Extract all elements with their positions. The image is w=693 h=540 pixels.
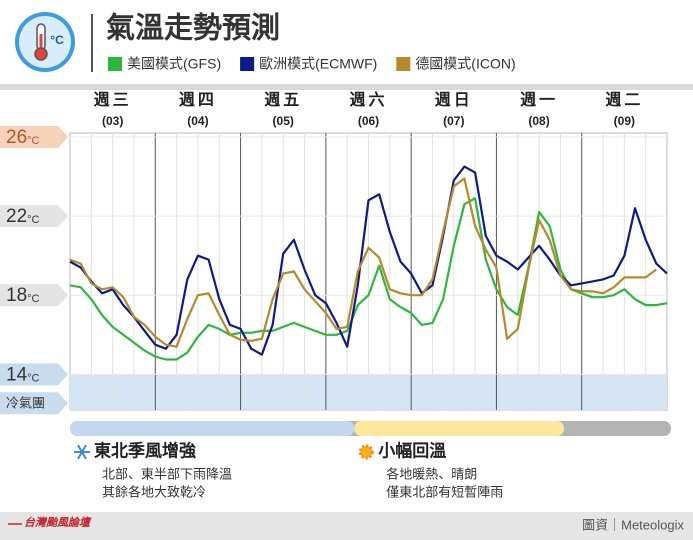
- y-tick-label: 14°C: [6, 364, 40, 385]
- cold-tag: [0, 392, 68, 415]
- legend: 美國模式(GFS) 歐洲模式(ECMWF) 德國模式(ICON): [108, 56, 516, 72]
- x-tick-label: 週五: [264, 91, 302, 109]
- grid: [70, 133, 667, 410]
- y-tick-unit: °C: [27, 293, 39, 305]
- legend-swatch: [396, 57, 411, 71]
- x-tick-date: (08): [528, 114, 549, 128]
- logo: 台灣颱風論壇: [24, 516, 92, 529]
- x-tick-date: (09): [614, 114, 635, 128]
- icon-unit: °C: [50, 33, 64, 47]
- y-tick-unit: °C: [27, 135, 39, 147]
- legend-swatch: [108, 57, 122, 71]
- header-bg: [0, 0, 693, 86]
- y-tick-tag: [0, 125, 68, 148]
- period-note: 北部、東半部下雨降溫: [102, 466, 232, 481]
- legend-swatch: [240, 57, 255, 71]
- y-tick-unit: °C: [27, 214, 39, 226]
- period-note: 各地暖熱、晴朗: [386, 466, 477, 481]
- y-tick-tag: [0, 205, 68, 228]
- y-tick-value: 18: [6, 285, 27, 306]
- x-tick-label: 週四: [179, 91, 217, 109]
- footer-bg: [0, 512, 693, 540]
- legend-label: 歐洲模式(ECMWF): [259, 56, 377, 72]
- x-tick-label: 週一: [520, 91, 558, 109]
- x-tick-label: 週六: [349, 90, 387, 109]
- x-tick-date: (03): [102, 114, 123, 128]
- y-tick-label: 18°C: [6, 285, 40, 306]
- snow-icon: [74, 444, 90, 460]
- x-tick-label: 週三: [94, 91, 132, 109]
- x-tick-label: 週日: [435, 91, 473, 109]
- source: 圖資｜Meteologix: [582, 517, 684, 532]
- header-icon: °C: [15, 12, 75, 72]
- x-tick-date: (05): [273, 114, 294, 128]
- period-bar: [70, 421, 355, 436]
- sun-icon: [358, 444, 374, 460]
- x-tick-label: 週二: [605, 91, 643, 109]
- period-title: 東北季風增強: [94, 440, 196, 460]
- snow-stroke: [77, 444, 87, 460]
- x-tick-date: (07): [443, 114, 464, 128]
- y-tick-unit: °C: [27, 372, 39, 384]
- series-line: [69, 165, 668, 356]
- series-line: [69, 177, 657, 348]
- x-tick-date: (06): [358, 114, 379, 128]
- axis: 週三 (03) 週四 (04) 週五 (05) 週六 (06) 週日 (07) 週一 (08) 週二 (0…: [0, 90, 643, 415]
- legend-label: 德國模式(ICON): [415, 56, 515, 72]
- y-tick-value: 26: [6, 127, 27, 148]
- y-tick-value: 22: [6, 206, 27, 227]
- chart-title: 氣溫走勢預測: [106, 12, 280, 45]
- y-tick-value: 14: [6, 364, 28, 385]
- y-tick-tag: [0, 284, 68, 307]
- header-rule: [0, 84, 693, 90]
- lines: [69, 165, 668, 361]
- period-title: 小幅回溫: [378, 440, 446, 460]
- y-tick-label: 22°C: [6, 206, 40, 227]
- y-tick-tag: [0, 363, 68, 386]
- period-note: 僅東北部有短暫陣雨: [386, 484, 503, 499]
- period-note: 其餘各地大致乾冷: [102, 484, 206, 499]
- y-tick-label: 26°C: [6, 127, 40, 148]
- x-tick-date: (04): [187, 114, 208, 128]
- cold-label: 冷氣團: [6, 396, 45, 411]
- legend-label: 美國模式(GFS): [127, 56, 221, 72]
- period-bar: [354, 421, 564, 436]
